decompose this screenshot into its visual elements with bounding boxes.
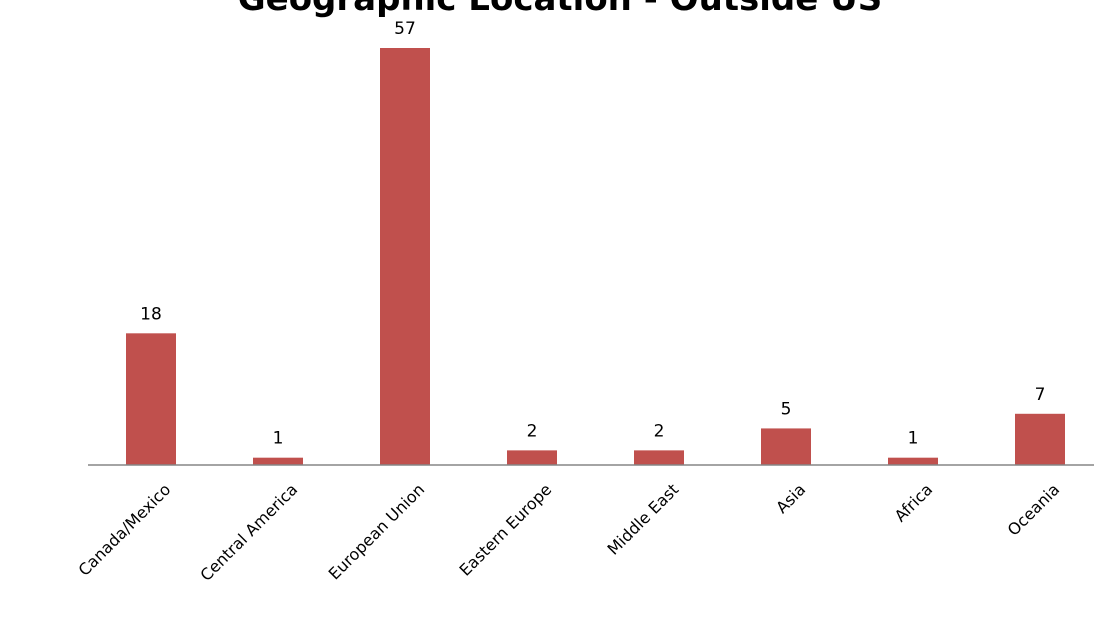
x-tick-labels: Canada/Mexico Central America European Uni…: [75, 480, 1064, 585]
bar-european-union: [380, 48, 430, 465]
x-tick-label: Canada/Mexico: [75, 480, 175, 580]
bar-eastern-europe: [507, 450, 557, 465]
data-label: 18: [140, 304, 162, 324]
data-label: 2: [654, 421, 665, 441]
x-tick-label: Eastern Europe: [456, 480, 556, 580]
bar-africa: [888, 457, 938, 465]
bar-middle-east: [634, 450, 684, 465]
bar-oceania: [1015, 413, 1065, 465]
x-tick-label: European Union: [325, 480, 429, 584]
bars: [126, 48, 1065, 465]
bar-canada-mexico: [126, 333, 176, 465]
bar-central-america: [253, 457, 303, 465]
x-tick-label: Asia: [772, 480, 809, 517]
data-label: 7: [1035, 385, 1046, 405]
bar-asia: [761, 428, 811, 465]
x-tick-label: Oceania: [1004, 480, 1064, 540]
data-label: 2: [527, 421, 538, 441]
data-labels: 18 1 57 2 2 5 1 7: [140, 19, 1045, 449]
data-label: 5: [781, 399, 792, 419]
x-tick-label: Central America: [196, 480, 301, 585]
data-label: 57: [394, 19, 416, 39]
x-tick-label: Middle East: [603, 480, 682, 559]
chart-title: Geographic Location - Outside US: [238, 0, 883, 19]
x-tick-label: Africa: [891, 480, 937, 526]
data-label: 1: [908, 429, 919, 449]
data-label: 1: [273, 429, 284, 449]
